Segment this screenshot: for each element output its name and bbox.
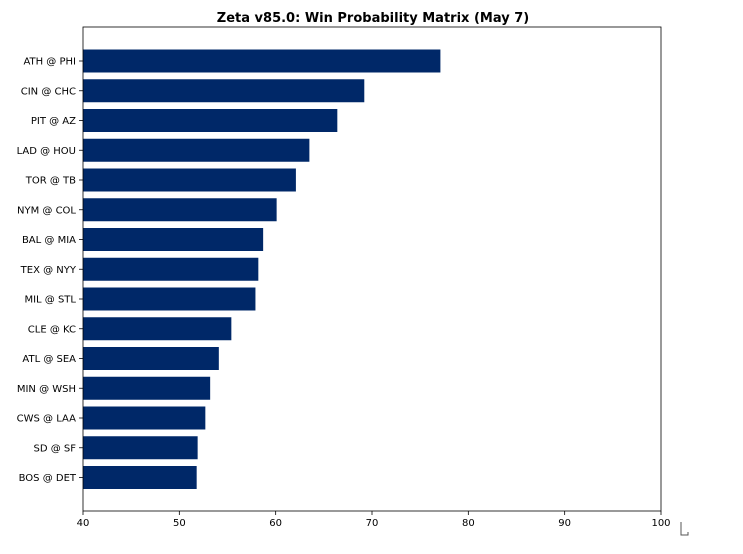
bar (83, 287, 256, 311)
x-tick-label: 80 (462, 518, 475, 529)
y-tick-label: ATH @ PHI (23, 57, 76, 68)
y-tick-label: NYM @ COL (17, 205, 76, 216)
y-tick-label: TOR @ TB (25, 176, 76, 187)
bar (83, 406, 206, 430)
y-tick-label: CLE @ KC (28, 324, 76, 335)
y-tick-label: CWS @ LAA (17, 414, 76, 425)
bar (83, 138, 310, 162)
bar (83, 436, 198, 460)
y-tick-label: PIT @ AZ (31, 116, 76, 127)
y-axis: ATH @ PHI CIN @ CHC PIT @ AZ LAD @ HOU TOR @… (17, 57, 83, 484)
chart-title: Zeta v85.0: Win Probability Matrix (May … (217, 11, 529, 26)
y-tick-label: LAD @ HOU (17, 146, 76, 157)
x-axis: 40 50 60 70 80 90 100 (77, 511, 671, 529)
bar (83, 228, 264, 251)
corner-mark-icon (680, 522, 689, 536)
y-tick-label: ATL @ SEA (22, 354, 76, 365)
bar (83, 109, 338, 132)
x-tick-label: 70 (366, 518, 379, 529)
bar (83, 317, 232, 341)
bar (83, 168, 296, 192)
x-tick-label: 50 (173, 518, 186, 529)
bar (83, 198, 277, 222)
bars-group (83, 49, 441, 489)
bar (83, 49, 441, 73)
bar (83, 466, 197, 489)
y-tick-label: MIN @ WSH (17, 384, 76, 395)
x-tick-label: 40 (77, 518, 90, 529)
y-tick-label: CIN @ CHC (21, 86, 76, 97)
bar (83, 79, 365, 103)
x-tick-label: 90 (558, 518, 571, 529)
y-tick-label: MIL @ STL (24, 295, 76, 306)
x-tick-label: 100 (651, 518, 670, 529)
y-tick-label: TEX @ NYY (20, 265, 77, 276)
y-tick-label: BAL @ MIA (22, 235, 76, 246)
bar (83, 347, 219, 370)
y-tick-label: SD @ SF (33, 443, 76, 454)
bar (83, 257, 259, 281)
x-tick-label: 60 (269, 518, 282, 529)
bar (83, 376, 211, 400)
y-tick-label: BOS @ DET (19, 473, 77, 484)
